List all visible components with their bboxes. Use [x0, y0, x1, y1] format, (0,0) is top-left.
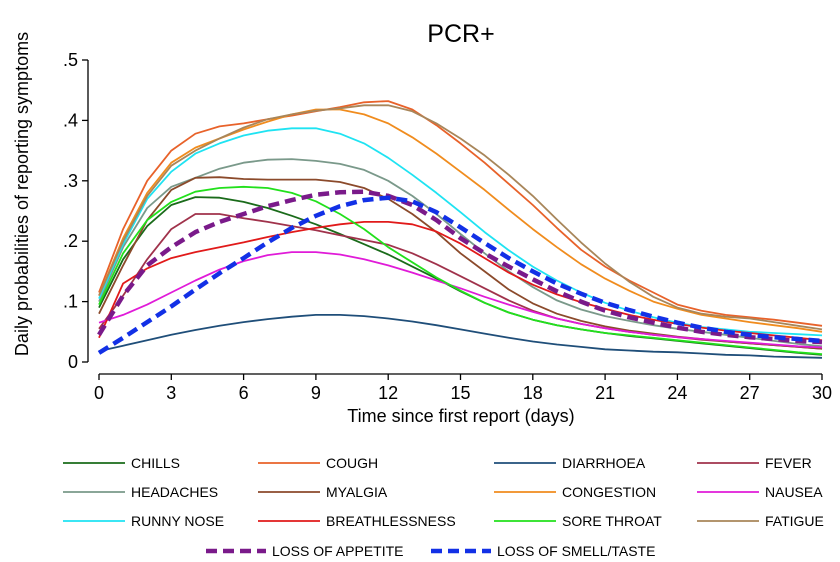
x-tick-label: 6 [239, 383, 249, 403]
legend-label: FATIGUE [765, 513, 824, 529]
chart-title: PCR+ [427, 20, 494, 48]
legend-label: LOSS OF SMELL/TASTE [497, 543, 655, 559]
legend-label: DIARRHOEA [562, 455, 646, 471]
series-line-myalgia [98, 176, 823, 350]
x-tick-label: 0 [94, 383, 104, 403]
series-line-nausea [98, 251, 823, 349]
y-tick-label: .1 [63, 292, 78, 312]
legend-label: SORE THROAT [562, 513, 662, 529]
series-line-diarrhoea [98, 313, 823, 359]
legend: CHILLS COUGH DIARRHOEA FEVER HEADACHES MYALGI… [63, 455, 824, 559]
y-tick-label: .2 [63, 231, 78, 251]
axes: 0 .1 .2 .3 .4 .5 0 3 6 9 12 15 18 21 24 27 30 [63, 50, 832, 403]
x-tick-label: 12 [378, 383, 398, 403]
x-tick-label: 24 [667, 383, 687, 403]
legend-label: RUNNY NOSE [131, 513, 224, 529]
y-axis-label: Daily probabilities of reporting symptom… [12, 32, 32, 356]
legend-label: BREATHLESSNESS [326, 513, 456, 529]
legend-label: FEVER [765, 455, 812, 471]
legend-label: MYALGIA [326, 484, 388, 500]
y-tick-label: .3 [63, 171, 78, 191]
series-line-breathlessness [98, 220, 823, 342]
x-tick-label: 30 [812, 383, 832, 403]
x-tick-label: 3 [166, 383, 176, 403]
series-line-cough [98, 100, 823, 327]
series-line-loss-of-smell-taste [97, 195, 823, 355]
series-line-runny-nose [98, 127, 823, 337]
legend-label: LOSS OF APPETITE [272, 543, 403, 559]
x-tick-label: 18 [523, 383, 543, 403]
x-axis-label: Time since first report (days) [347, 406, 574, 426]
y-tick-label: .5 [63, 50, 78, 70]
y-tick-label: .4 [63, 110, 78, 130]
legend-label: CHILLS [131, 455, 180, 471]
series-line-sore-throat [98, 185, 823, 355]
x-tick-label: 27 [740, 383, 760, 403]
series-lines [97, 100, 823, 359]
y-tick-label: 0 [68, 352, 78, 372]
x-tick-label: 21 [595, 383, 615, 403]
legend-label: HEADACHES [131, 484, 218, 500]
x-tick-label: 15 [450, 383, 470, 403]
legend-label: NAUSEA [765, 484, 823, 500]
legend-label: COUGH [326, 455, 378, 471]
series-line-fatigue [98, 104, 823, 331]
legend-label: CONGESTION [562, 484, 656, 500]
x-tick-label: 9 [311, 383, 321, 403]
series-line-loss-of-appetite [97, 189, 823, 345]
